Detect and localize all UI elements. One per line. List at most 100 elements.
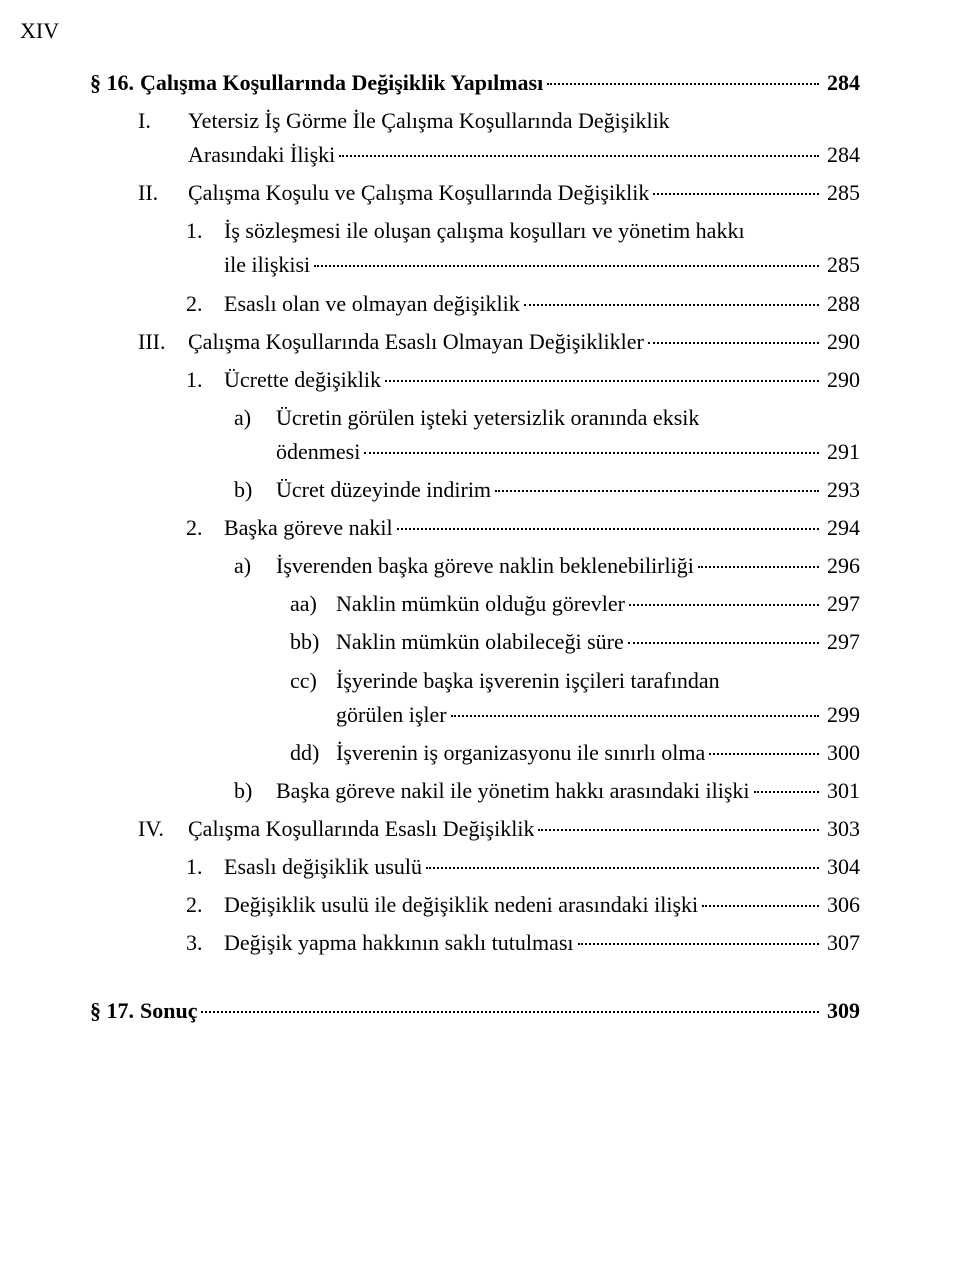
toc-entry: § 17.Sonuç 309 <box>90 994 860 1028</box>
toc-label: 2. <box>186 511 224 545</box>
toc-leader-dots <box>314 265 819 267</box>
toc-entry: aa)Naklin mümkün olduğu görevler297 <box>290 587 860 621</box>
toc-text: Başka göreve nakil <box>224 511 393 545</box>
toc-label: § 17. <box>90 994 140 1028</box>
toc-page-number: 296 <box>823 549 860 583</box>
toc-leader-dots <box>385 380 819 382</box>
toc-page-number: 290 <box>823 363 860 397</box>
toc-entry: a)Ücretin görülen işteki yetersizlik ora… <box>234 401 860 469</box>
toc-text: ödenmesi <box>276 435 360 469</box>
toc-text-line: İşverenden başka göreve naklin beklenebi… <box>276 549 860 583</box>
toc-entry: 2.Esaslı olan ve olmayan değişiklik288 <box>186 287 860 321</box>
toc-entry: dd)İşverenin iş organizasyonu ile sınırl… <box>290 736 860 770</box>
toc-leader-dots <box>426 867 819 869</box>
toc-text-wrap: Ücretin görülen işteki yetersizlik oranı… <box>276 401 860 469</box>
toc-leader-dots <box>451 715 819 717</box>
toc-text-line: Arasındaki İlişki284 <box>188 138 860 172</box>
toc-label: 1. <box>186 850 224 884</box>
toc-text-wrap: Başka göreve nakil ile yönetim hakkı ara… <box>276 774 860 808</box>
toc-text: Naklin mümkün olabileceği süre <box>336 625 624 659</box>
toc-leader-dots <box>397 528 819 530</box>
toc-page-number: 293 <box>823 473 860 507</box>
toc-label: 2. <box>186 888 224 922</box>
toc-text-wrap: Değişiklik usulü ile değişiklik nedeni a… <box>224 888 860 922</box>
toc-text-wrap: Yetersiz İş Görme İle Çalışma Koşulların… <box>188 104 860 172</box>
toc-text-wrap: Esaslı değişiklik usulü304 <box>224 850 860 884</box>
toc-text: Arasındaki İlişki <box>188 138 335 172</box>
toc-label: aa) <box>290 587 336 621</box>
toc-leader-dots <box>653 193 819 195</box>
toc-text-line: Yetersiz İş Görme İle Çalışma Koşulların… <box>188 104 860 138</box>
toc-text-wrap: Çalışma Koşullarında Esaslı Olmayan Deği… <box>188 325 860 359</box>
toc-label: 2. <box>186 287 224 321</box>
toc-page-number: 309 <box>823 994 860 1028</box>
toc-entry: bb)Naklin mümkün olabileceği süre297 <box>290 625 860 659</box>
page-number: XIV <box>20 18 860 44</box>
toc-text: İşverenden başka göreve naklin beklenebi… <box>276 549 694 583</box>
toc-text-wrap: Ücret düzeyinde indirim 293 <box>276 473 860 507</box>
toc-leader-dots <box>364 452 819 454</box>
toc-text: görülen işler <box>336 698 447 732</box>
toc-text: Çalışma Koşullarında Esaslı Değişiklik <box>188 812 534 846</box>
toc-entry: 2.Başka göreve nakil 294 <box>186 511 860 545</box>
toc-label: a) <box>234 549 276 583</box>
toc-text: Çalışma Koşulu ve Çalışma Koşullarında D… <box>188 176 649 210</box>
toc-leader-dots <box>201 1011 819 1013</box>
toc-page-number: 307 <box>823 926 860 960</box>
toc-text-line: Çalışma Koşullarında Esaslı Değişiklik30… <box>188 812 860 846</box>
toc-leader-dots <box>339 155 819 157</box>
toc-leader-dots <box>629 604 819 606</box>
toc-text-wrap: Çalışma Koşulu ve Çalışma Koşullarında D… <box>188 176 860 210</box>
toc-label: cc) <box>290 664 336 698</box>
toc-entry: I.Yetersiz İş Görme İle Çalışma Koşullar… <box>138 104 860 172</box>
toc-text-line: İş sözleşmesi ile oluşan çalışma koşulla… <box>224 214 860 248</box>
toc-text-line: Esaslı değişiklik usulü304 <box>224 850 860 884</box>
toc-text-wrap: Esaslı olan ve olmayan değişiklik288 <box>224 287 860 321</box>
toc-leader-dots <box>495 490 819 492</box>
toc-label: b) <box>234 774 276 808</box>
toc-text-wrap: Sonuç 309 <box>140 994 860 1028</box>
toc-entry: § 16.Çalışma Koşullarında Değişiklik Yap… <box>90 66 860 100</box>
toc-page-number: 294 <box>823 511 860 545</box>
toc-text-wrap: İşverenin iş organizasyonu ile sınırlı o… <box>336 736 860 770</box>
toc-text: Ücret düzeyinde indirim <box>276 473 491 507</box>
toc-leader-dots <box>648 342 819 344</box>
toc-text: İşverenin iş organizasyonu ile sınırlı o… <box>336 736 705 770</box>
toc-page-number: 301 <box>823 774 860 808</box>
toc-text: Sonuç <box>140 994 197 1028</box>
toc-leader-dots <box>709 753 819 755</box>
toc-text-wrap: Çalışma Koşullarında Değişiklik Yapılmas… <box>140 66 860 100</box>
toc-entry: 1.Ücrette değişiklik290 <box>186 363 860 397</box>
toc-label: III. <box>138 325 188 359</box>
toc-text-line: Çalışma Koşullarında Değişiklik Yapılmas… <box>140 66 860 100</box>
toc-text: ile ilişkisi <box>224 248 310 282</box>
toc-text-wrap: Naklin mümkün olabileceği süre297 <box>336 625 860 659</box>
toc-leader-dots <box>698 566 819 568</box>
toc-leader-dots <box>754 791 820 793</box>
toc-text-line: Ücret düzeyinde indirim 293 <box>276 473 860 507</box>
toc-label: § 16. <box>90 66 140 100</box>
toc-page-number: 285 <box>823 248 860 282</box>
toc-leader-dots <box>547 83 819 85</box>
toc-text-wrap: Başka göreve nakil 294 <box>224 511 860 545</box>
toc-text: İşyerinde başka işverenin işçileri taraf… <box>336 664 720 698</box>
toc-page-number: 299 <box>823 698 860 732</box>
toc-label: 1. <box>186 214 224 248</box>
toc-text-line: Sonuç 309 <box>140 994 860 1028</box>
toc-text-line: ile ilişkisi 285 <box>224 248 860 282</box>
toc-page-number: 288 <box>823 287 860 321</box>
toc-text: Ücrette değişiklik <box>224 363 381 397</box>
toc-text-line: İşverenin iş organizasyonu ile sınırlı o… <box>336 736 860 770</box>
toc-text-wrap: İşyerinde başka işverenin işçileri taraf… <box>336 664 860 732</box>
toc-text-line: İşyerinde başka işverenin işçileri taraf… <box>336 664 860 698</box>
toc-leader-dots <box>538 829 819 831</box>
toc-entry: III.Çalışma Koşullarında Esaslı Olmayan … <box>138 325 860 359</box>
toc-page-number: 290 <box>823 325 860 359</box>
toc-leader-dots <box>628 642 819 644</box>
toc-text: Yetersiz İş Görme İle Çalışma Koşulların… <box>188 104 670 138</box>
toc-text-line: Çalışma Koşullarında Esaslı Olmayan Deği… <box>188 325 860 359</box>
toc-text-line: Naklin mümkün olabileceği süre297 <box>336 625 860 659</box>
toc-entry: 2.Değişiklik usulü ile değişiklik nedeni… <box>186 888 860 922</box>
toc-text: İş sözleşmesi ile oluşan çalışma koşulla… <box>224 214 745 248</box>
toc-text: Değişiklik usulü ile değişiklik nedeni a… <box>224 888 698 922</box>
